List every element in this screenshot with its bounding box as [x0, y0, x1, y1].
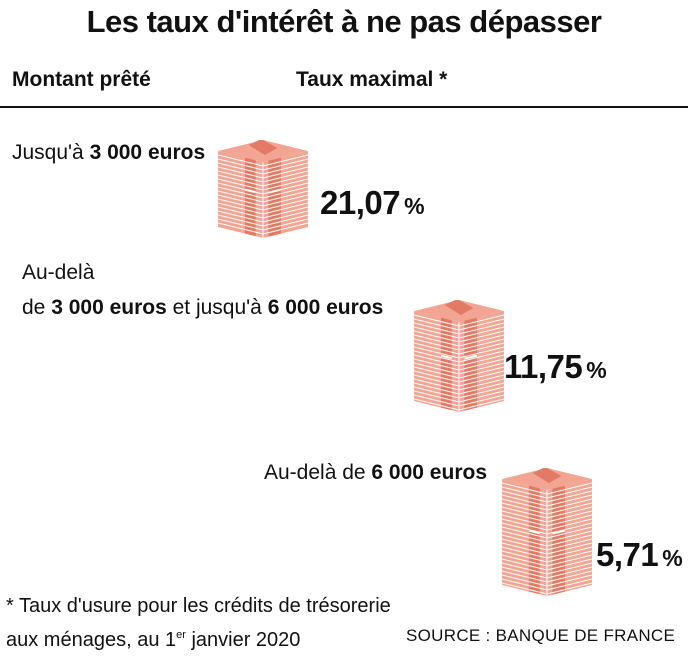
- banknote-stack-icon: [502, 468, 592, 596]
- tier-3-rate: 5,71%: [596, 536, 683, 573]
- header-divider: [0, 106, 688, 108]
- tier-2-rate: 11,75%: [504, 348, 607, 385]
- source-credit: SOURCE : BANQUE DE FRANCE: [406, 626, 676, 645]
- column-header-amount: Montant prêté: [12, 68, 151, 91]
- footnote: * Taux d'usure pour les crédits de tréso…: [6, 592, 391, 655]
- tier-2-label: Au-delà de 3 000 euros et jusqu'à 6 000 …: [22, 261, 384, 319]
- footnote-line-2: aux ménages, au 1er janvier 2020: [6, 629, 301, 651]
- banknote-stack-icon: [218, 140, 308, 238]
- tier-1-label: Jusqu'à 3 000 euros: [12, 141, 206, 164]
- tier-1-rate: 21,07%: [320, 184, 425, 221]
- page-title: Les taux d'intérêt à ne pas dépasser: [86, 4, 602, 39]
- column-header-rate: Taux maximal *: [296, 68, 448, 91]
- footnote-line-1: * Taux d'usure pour les crédits de tréso…: [6, 595, 391, 617]
- tier-3-label: Au-delà de 6 000 euros: [264, 461, 487, 484]
- banknote-stack-icon: [414, 300, 504, 412]
